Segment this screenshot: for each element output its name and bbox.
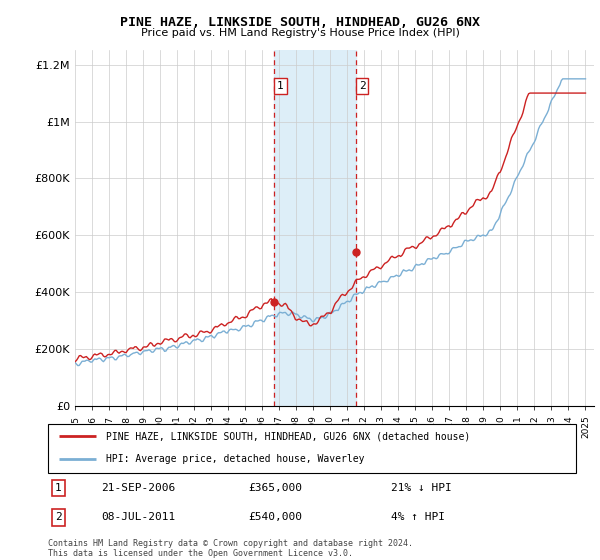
- Bar: [274, 50, 356, 406]
- Text: 08-JUL-2011: 08-JUL-2011: [101, 512, 175, 522]
- Text: 1: 1: [277, 81, 284, 91]
- Text: 4% ↑ HPI: 4% ↑ HPI: [391, 512, 445, 522]
- Text: 2: 2: [55, 512, 62, 522]
- Text: 2: 2: [359, 81, 365, 91]
- Text: 1: 1: [55, 483, 62, 493]
- Text: PINE HAZE, LINKSIDE SOUTH, HINDHEAD, GU26 6NX (detached house): PINE HAZE, LINKSIDE SOUTH, HINDHEAD, GU2…: [106, 431, 470, 441]
- Text: 21-SEP-2006: 21-SEP-2006: [101, 483, 175, 493]
- Text: £540,000: £540,000: [248, 512, 302, 522]
- Text: Contains HM Land Registry data © Crown copyright and database right 2024.
This d: Contains HM Land Registry data © Crown c…: [48, 539, 413, 558]
- Text: 21% ↓ HPI: 21% ↓ HPI: [391, 483, 452, 493]
- Text: PINE HAZE, LINKSIDE SOUTH, HINDHEAD, GU26 6NX: PINE HAZE, LINKSIDE SOUTH, HINDHEAD, GU2…: [120, 16, 480, 29]
- Text: HPI: Average price, detached house, Waverley: HPI: Average price, detached house, Wave…: [106, 454, 365, 464]
- Text: £365,000: £365,000: [248, 483, 302, 493]
- Text: Price paid vs. HM Land Registry's House Price Index (HPI): Price paid vs. HM Land Registry's House …: [140, 28, 460, 38]
